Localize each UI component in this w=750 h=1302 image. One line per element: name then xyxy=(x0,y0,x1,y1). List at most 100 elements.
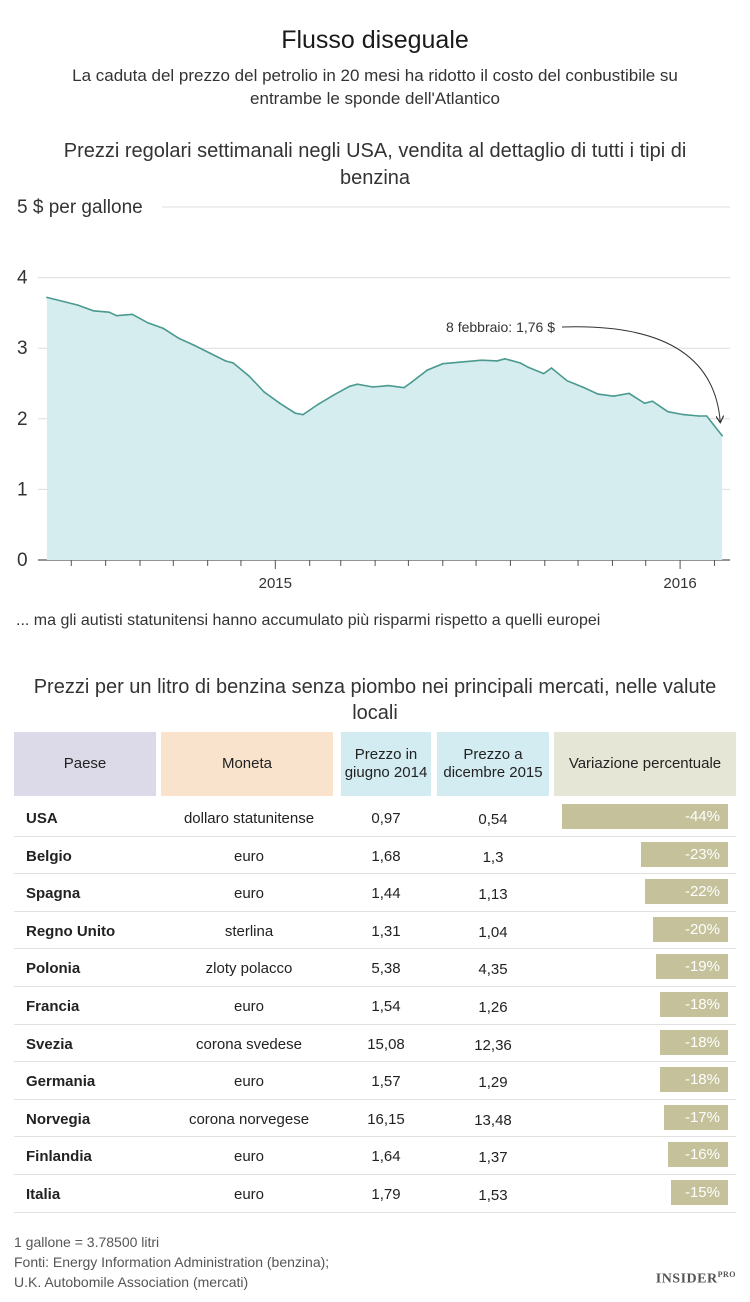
data-point xyxy=(92,310,95,312)
variation-label: -19% xyxy=(684,958,720,976)
data-point xyxy=(333,394,335,396)
data-point xyxy=(131,313,134,316)
data-point xyxy=(682,413,685,416)
cell-moneta: sterlina xyxy=(224,922,274,940)
cell-prezzo-giugno: 1,57 xyxy=(371,1073,401,1091)
data-point xyxy=(372,386,374,388)
data-point xyxy=(410,381,413,383)
data-point xyxy=(698,415,700,417)
x-tick-label: 2015 xyxy=(259,575,292,592)
y-tick-label: 4 xyxy=(17,268,28,289)
data-point xyxy=(46,296,48,299)
data-point xyxy=(209,352,211,354)
cell-prezzo-dicembre: 1,04 xyxy=(478,923,508,941)
footnote-conversion: 1 gallone = 3.78500 litri xyxy=(14,1234,160,1250)
cell-prezzo-giugno: 1,68 xyxy=(371,847,401,865)
cell-prezzo-giugno: 0,97 xyxy=(371,810,401,827)
variation-label: -44% xyxy=(684,808,720,825)
chart-caption: ... ma gli autisti statunitensi hanno ac… xyxy=(16,612,601,629)
cell-paese: Svezia xyxy=(26,1035,73,1053)
table-row: Spagna euro 1,44 1,13 -22% xyxy=(14,876,736,913)
cell-paese: Norvegia xyxy=(26,1110,91,1128)
row-separator xyxy=(14,1061,736,1063)
header-paese: Paese xyxy=(14,732,156,796)
table-row: Finlandia euro 1,64 1,37 -16% xyxy=(14,1139,736,1176)
variation-bar xyxy=(656,954,728,980)
data-point xyxy=(519,362,522,364)
data-point xyxy=(480,359,483,361)
table-row: Norvegia corona norvegese 16,15 13,48 -17% xyxy=(14,1102,736,1139)
data-point xyxy=(162,327,165,330)
variation-label: -18% xyxy=(684,1033,720,1051)
table-row: USA dollaro statunitense 0,97 0,54 -44% xyxy=(14,801,736,838)
data-point xyxy=(581,386,584,388)
data-point xyxy=(566,379,568,382)
row-separator xyxy=(14,1098,736,1100)
variation-label: -22% xyxy=(684,883,720,901)
data-point xyxy=(651,400,654,402)
data-point xyxy=(612,395,615,397)
variation-bar xyxy=(667,1142,728,1168)
cell-moneta: euro xyxy=(233,1148,265,1166)
data-point xyxy=(721,434,723,437)
data-point xyxy=(108,311,110,313)
row-separator xyxy=(14,1211,736,1213)
row-separator xyxy=(14,910,736,912)
y-tick-label: 3 xyxy=(17,338,28,359)
cell-paese: Regno Unito xyxy=(26,922,116,940)
header-variazione: Variazione percentuale xyxy=(554,732,736,796)
cell-moneta: euro xyxy=(233,847,265,865)
variation-bar xyxy=(671,1180,728,1205)
row-separator xyxy=(14,1023,736,1025)
variation-bar xyxy=(660,1029,728,1055)
data-point xyxy=(426,369,429,371)
variation-label: -23% xyxy=(684,845,720,863)
footnote-source-1: Fonti: Energy Information Administration… xyxy=(14,1254,330,1270)
row-separator xyxy=(14,835,736,837)
data-point xyxy=(504,358,506,360)
data-point xyxy=(356,383,359,385)
cell-moneta: euro xyxy=(233,998,265,1015)
cell-moneta: euro xyxy=(233,1073,265,1091)
table-row: Belgio euro 1,68 1,3 -23% xyxy=(14,839,736,876)
table-row: Germania euro 1,57 1,29 -18% xyxy=(14,1064,736,1101)
cell-moneta: corona norvegese xyxy=(188,1110,310,1128)
data-point xyxy=(667,410,669,413)
data-point xyxy=(294,412,297,414)
row-separator xyxy=(14,948,736,950)
data-point xyxy=(147,322,149,324)
x-tick-label: 2016 xyxy=(663,575,696,592)
variation-label: -18% xyxy=(684,1071,720,1089)
data-point xyxy=(496,360,498,362)
cell-prezzo-dicembre: 1,53 xyxy=(478,1187,508,1204)
data-point xyxy=(178,337,180,340)
insider-pro-logo: INSIDERPRO xyxy=(655,1270,736,1287)
variation-bar xyxy=(663,1104,728,1130)
price-line xyxy=(46,296,723,437)
cell-moneta: euro xyxy=(233,885,265,903)
row-separator xyxy=(14,1136,736,1138)
data-point xyxy=(224,360,227,362)
price-area xyxy=(46,297,723,560)
cell-moneta: euro xyxy=(233,1186,265,1203)
cell-prezzo-dicembre: 1,3 xyxy=(482,848,504,866)
cell-prezzo-dicembre: 4,35 xyxy=(478,961,508,979)
variation-bar xyxy=(652,916,728,942)
variation-bar xyxy=(645,879,728,905)
cell-prezzo-giugno: 1,44 xyxy=(371,885,401,903)
annotation-label: 8 febbraio: 1,76 $ xyxy=(446,319,555,335)
cell-paese: Germania xyxy=(26,1073,96,1091)
data-point xyxy=(643,402,646,405)
cell-paese: Spagna xyxy=(26,885,81,903)
data-point xyxy=(317,403,320,405)
cell-paese: Polonia xyxy=(26,960,81,978)
cell-moneta: zloty polacco xyxy=(205,960,293,978)
chart-title: Prezzi regolari settimanali negli USA, v… xyxy=(63,140,687,189)
variation-bar xyxy=(660,992,728,1017)
data-point xyxy=(542,372,545,375)
cell-prezzo-dicembre: 12,36 xyxy=(474,1036,512,1054)
cell-moneta: corona svedese xyxy=(196,1035,302,1053)
row-separator xyxy=(14,986,736,987)
page-title: Flusso diseguale xyxy=(281,26,469,54)
cell-prezzo-dicembre: 1,26 xyxy=(478,999,508,1016)
